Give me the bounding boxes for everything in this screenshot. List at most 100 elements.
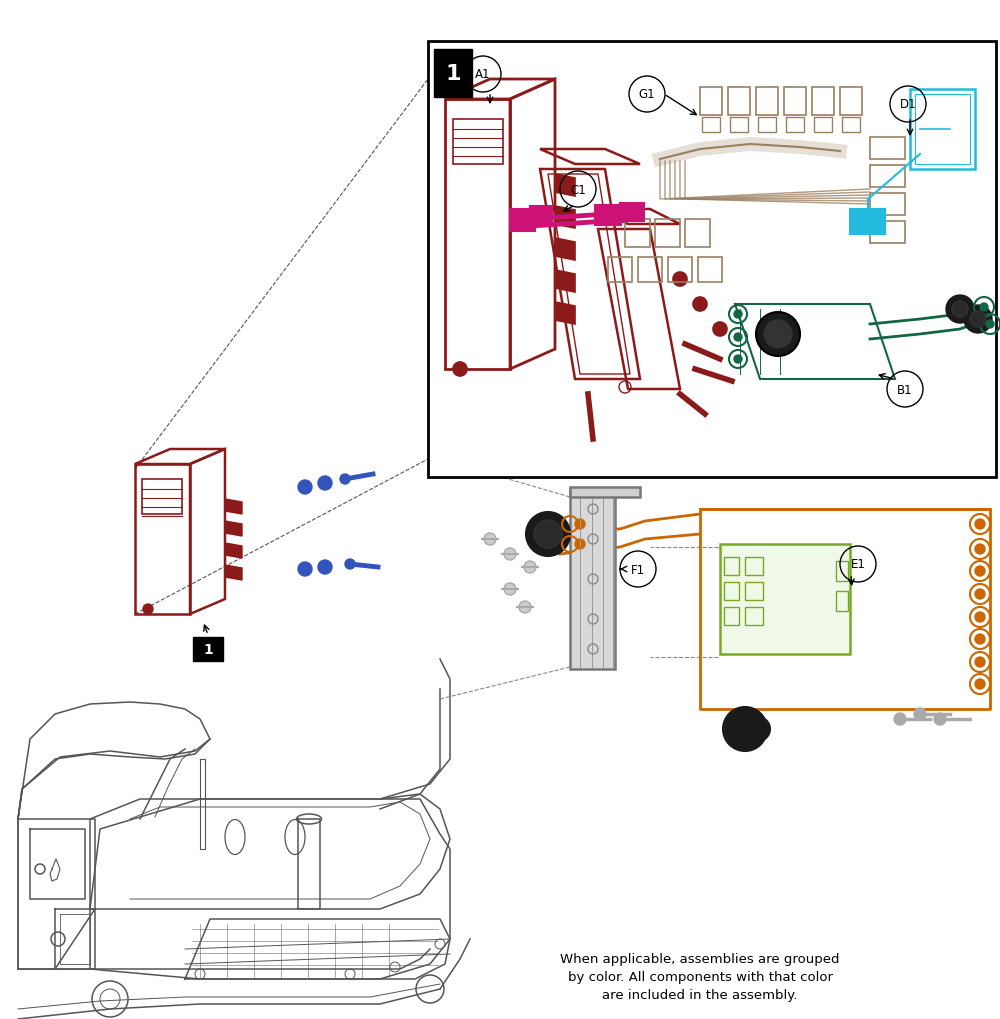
Bar — [784, 88, 806, 116]
Text: 1: 1 — [203, 642, 213, 656]
Circle shape — [975, 589, 985, 599]
Circle shape — [764, 321, 792, 348]
Circle shape — [975, 612, 985, 623]
Circle shape — [975, 635, 985, 644]
Circle shape — [970, 312, 986, 328]
Polygon shape — [225, 543, 242, 558]
Text: F1: F1 — [631, 562, 645, 576]
Circle shape — [975, 567, 985, 577]
Circle shape — [980, 304, 988, 312]
Circle shape — [298, 481, 312, 494]
Bar — [608, 258, 632, 282]
Circle shape — [734, 333, 742, 341]
Bar — [720, 544, 850, 654]
Bar — [842, 118, 860, 132]
Circle shape — [946, 296, 974, 324]
Text: C1: C1 — [570, 183, 586, 197]
Bar — [840, 88, 862, 116]
Bar — [625, 220, 650, 248]
Circle shape — [975, 544, 985, 554]
Circle shape — [713, 323, 727, 336]
Bar — [870, 166, 905, 187]
Bar — [786, 118, 804, 132]
Bar — [702, 118, 720, 132]
Bar — [428, 42, 996, 478]
Circle shape — [746, 717, 770, 741]
Circle shape — [575, 520, 585, 530]
Bar — [595, 206, 621, 226]
Circle shape — [534, 521, 562, 548]
Circle shape — [693, 298, 707, 312]
Circle shape — [975, 657, 985, 667]
Circle shape — [318, 477, 332, 490]
Polygon shape — [225, 499, 242, 515]
Polygon shape — [555, 207, 575, 229]
Text: When applicable, assemblies are grouped: When applicable, assemblies are grouped — [560, 953, 840, 966]
Bar — [870, 138, 905, 160]
Text: A1: A1 — [475, 68, 491, 82]
Text: B1: B1 — [897, 383, 913, 396]
Polygon shape — [555, 238, 575, 261]
Polygon shape — [570, 487, 640, 497]
Bar — [870, 194, 905, 216]
Circle shape — [894, 713, 906, 726]
Polygon shape — [555, 271, 575, 292]
Bar — [745, 583, 763, 600]
Circle shape — [723, 707, 767, 751]
Text: D1: D1 — [900, 99, 916, 111]
Circle shape — [504, 548, 516, 560]
Circle shape — [975, 520, 985, 530]
Text: E1: E1 — [851, 558, 865, 571]
Circle shape — [734, 356, 742, 364]
Text: by color. All components with that color: by color. All components with that color — [568, 970, 832, 983]
Bar — [915, 95, 970, 165]
Bar — [814, 118, 832, 132]
Polygon shape — [570, 489, 615, 669]
Bar — [724, 607, 739, 626]
Bar — [724, 583, 739, 600]
Bar — [685, 220, 710, 248]
Bar — [730, 118, 748, 132]
Polygon shape — [555, 175, 575, 197]
Text: are included in the assembly.: are included in the assembly. — [602, 988, 798, 1002]
Bar — [655, 220, 680, 248]
Circle shape — [504, 584, 516, 595]
Bar — [850, 210, 885, 234]
Circle shape — [734, 311, 742, 319]
Circle shape — [575, 539, 585, 549]
Bar — [530, 207, 552, 227]
Circle shape — [298, 562, 312, 577]
Circle shape — [519, 601, 531, 613]
Bar — [434, 50, 472, 98]
Bar — [193, 637, 223, 661]
Bar — [620, 204, 644, 222]
Circle shape — [756, 313, 800, 357]
Text: 1: 1 — [445, 64, 461, 84]
Circle shape — [340, 475, 350, 484]
Bar — [700, 88, 722, 116]
Bar — [745, 607, 763, 626]
Circle shape — [964, 306, 992, 333]
Bar — [728, 88, 750, 116]
Polygon shape — [555, 303, 575, 325]
Circle shape — [673, 273, 687, 286]
Circle shape — [986, 321, 994, 329]
Bar — [812, 88, 834, 116]
Bar — [756, 88, 778, 116]
Bar — [745, 557, 763, 576]
Bar — [453, 120, 503, 165]
Circle shape — [526, 513, 570, 556]
Bar — [870, 222, 905, 244]
Circle shape — [934, 713, 946, 726]
Bar — [698, 258, 722, 282]
Circle shape — [524, 561, 536, 574]
Bar — [910, 90, 975, 170]
Bar — [836, 561, 848, 582]
Polygon shape — [225, 522, 242, 536]
Circle shape — [484, 534, 496, 545]
Circle shape — [345, 559, 355, 570]
Bar — [638, 258, 662, 282]
Text: G1: G1 — [639, 89, 655, 102]
Bar — [836, 591, 848, 611]
Bar — [142, 480, 182, 515]
